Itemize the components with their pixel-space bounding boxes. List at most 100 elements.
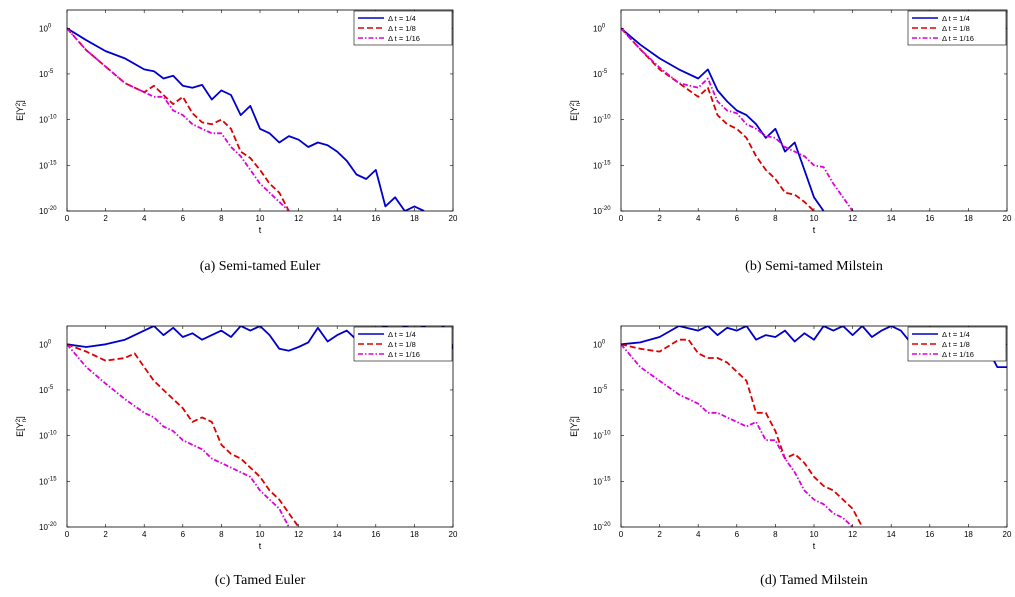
y-tick-label: 10-20 [39,522,57,532]
x-tick-label: 0 [619,530,624,539]
legend-label-2: Δ t = 1/16 [388,34,420,43]
legend-label-0: Δ t = 1/4 [388,14,416,23]
y-tick-label: 100 [39,339,52,349]
legend-label-2: Δ t = 1/16 [942,34,974,43]
x-tick-label: 16 [925,530,934,539]
x-tick-label: 2 [657,530,662,539]
y-tick-label: 10-20 [39,206,57,216]
x-tick-label: 20 [1003,214,1012,223]
y-tick-label: 10-15 [39,160,57,170]
series-line-2 [67,343,290,527]
x-tick-label: 4 [142,214,147,223]
x-axis-label: t [813,225,816,235]
x-tick-label: 4 [696,214,701,223]
x-tick-label: 2 [103,530,108,539]
y-tick-label: 10-10 [39,115,57,125]
series-line-1 [67,27,290,211]
series-line-1 [67,343,300,527]
x-tick-label: 14 [887,214,896,223]
legend: Δ t = 1/4Δ t = 1/8Δ t = 1/16 [353,10,453,46]
y-tick-label: 10-5 [39,385,54,395]
y-tick-label: 100 [39,23,52,33]
series-line-1 [621,338,864,527]
legend-label-1: Δ t = 1/8 [388,24,416,33]
x-tick-label: 8 [773,530,778,539]
x-tick-label: 2 [103,214,108,223]
chart-panel-1: 0 2 4 6 8 10 12 14 16 18 20 100 10-5 10-10 10-15 10-20 t… [569,9,1012,235]
series-line-2 [67,27,290,211]
x-tick-label: 8 [219,530,224,539]
y-tick-label: 10-5 [593,385,608,395]
x-tick-label: 10 [256,214,265,223]
y-axis-label: E[Y2n] [569,100,582,121]
legend-label-0: Δ t = 1/4 [388,330,416,339]
legend-label-2: Δ t = 1/16 [388,350,420,359]
x-tick-label: 2 [657,214,662,223]
y-tick-label: 10-10 [593,115,611,125]
x-axis-label: t [259,541,262,551]
x-tick-label: 6 [181,214,186,223]
x-tick-label: 16 [371,530,380,539]
x-tick-label: 0 [619,214,624,223]
caption-d: (d) Tamed Milstein [760,573,868,588]
x-tick-label: 18 [410,530,419,539]
chart-panel-3: 0 2 4 6 8 10 12 14 16 18 20 100 10-5 10-10 10-15 10-20 t… [569,325,1012,551]
x-tick-label: 10 [810,530,819,539]
x-tick-label: 18 [410,214,419,223]
y-tick-label: 10-20 [593,522,611,532]
series-line-2 [621,343,854,527]
y-tick-label: 10-10 [593,431,611,441]
y-axis-label: E[Y2n] [569,416,582,437]
legend-label-1: Δ t = 1/8 [388,340,416,349]
legend-label-1: Δ t = 1/8 [942,340,970,349]
y-tick-label: 100 [593,339,606,349]
x-tick-label: 4 [696,530,701,539]
y-tick-label: 10-5 [593,69,608,79]
x-tick-label: 6 [181,530,186,539]
y-tick-label: 10-15 [593,160,611,170]
x-tick-label: 10 [810,214,819,223]
x-tick-label: 4 [142,530,147,539]
y-tick-label: 10-20 [593,206,611,216]
series-line-1 [621,27,815,211]
x-tick-label: 12 [294,214,303,223]
x-tick-label: 18 [964,214,973,223]
y-axis-label: E[Y2n] [15,416,28,437]
y-tick-label: 10-15 [39,476,57,486]
legend-label-2: Δ t = 1/16 [942,350,974,359]
y-tick-label: 10-10 [39,431,57,441]
y-tick-label: 10-15 [593,476,611,486]
x-tick-label: 14 [887,530,896,539]
x-tick-label: 8 [219,214,224,223]
chart-panel-0: 0 2 4 6 8 10 12 14 16 18 20 100 10-5 10-10 10-15 10-20 t… [15,9,458,235]
x-tick-label: 14 [333,530,342,539]
x-tick-label: 0 [65,214,70,223]
legend-label-0: Δ t = 1/4 [942,14,970,23]
x-tick-label: 12 [848,214,857,223]
caption-a: (a) Semi-tamed Euler [200,259,321,274]
x-axis-label: t [813,541,816,551]
legend: Δ t = 1/4Δ t = 1/8Δ t = 1/16 [353,326,453,362]
x-tick-label: 12 [294,530,303,539]
series-group [67,27,425,211]
series-line-0 [67,27,425,211]
x-tick-label: 10 [256,530,265,539]
x-tick-label: 20 [1003,530,1012,539]
x-axis-label: t [259,225,262,235]
legend: Δ t = 1/4Δ t = 1/8Δ t = 1/16 [907,326,1007,362]
x-tick-label: 6 [735,530,740,539]
legend-label-1: Δ t = 1/8 [942,24,970,33]
y-tick-label: 100 [593,23,606,33]
x-tick-label: 6 [735,214,740,223]
x-tick-label: 16 [371,214,380,223]
y-axis-label: E[Y2n] [15,100,28,121]
caption-c: (c) Tamed Euler [215,573,306,588]
x-tick-label: 12 [848,530,857,539]
x-tick-label: 14 [333,214,342,223]
x-tick-label: 8 [773,214,778,223]
caption-b: (b) Semi-tamed Milstein [745,259,883,274]
x-tick-label: 16 [925,214,934,223]
legend-label-0: Δ t = 1/4 [942,330,970,339]
series-group [621,27,854,211]
